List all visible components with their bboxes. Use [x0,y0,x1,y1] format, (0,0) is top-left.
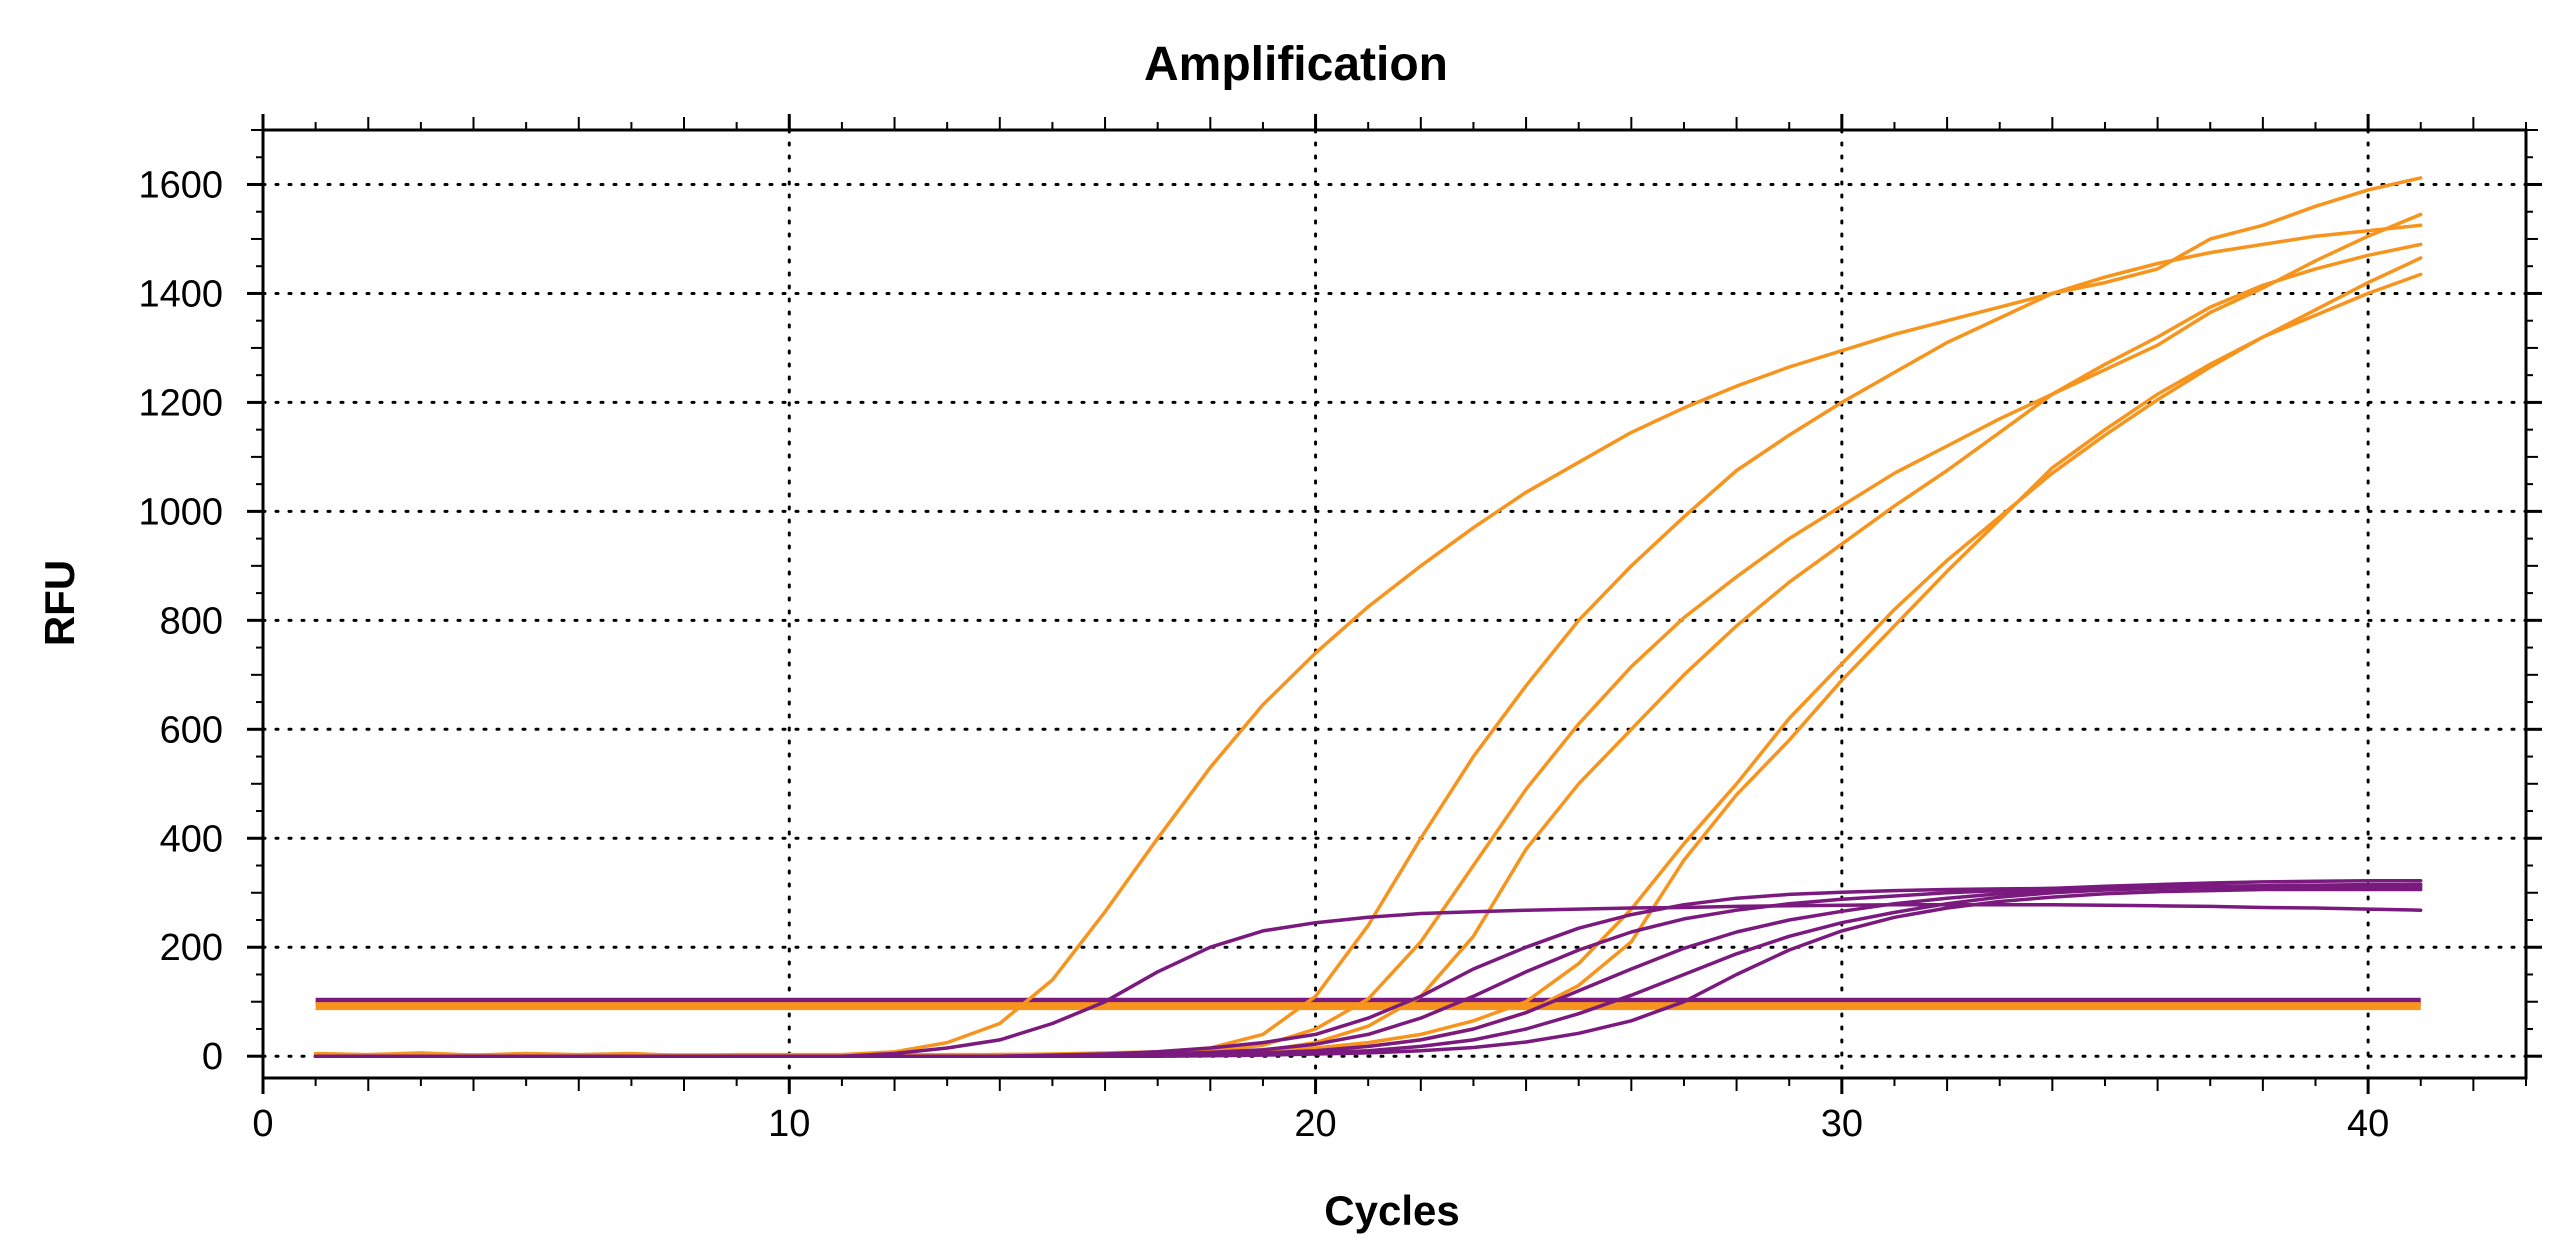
x-tick-label: 20 [1294,1103,1336,1145]
y-tick-label: 1600 [138,164,223,206]
axes [247,114,2542,1094]
y-tick-label: 400 [160,818,223,860]
y-tick-label: 600 [160,709,223,751]
chart-title: Amplification [1144,38,1448,91]
x-tick-label: 40 [2347,1103,2389,1145]
plot-frame [261,128,2528,1080]
x-tick-label: 10 [768,1103,810,1145]
y-tick-label: 200 [160,927,223,969]
y-tick-label: 1200 [138,382,223,424]
threshold-lines [315,997,2421,1011]
y-tick-label: 1400 [138,273,223,315]
series-lines [313,176,2423,1058]
gridlines [261,128,2528,1080]
x-tick-label: 0 [252,1103,273,1145]
y-tick-label: 0 [202,1036,223,1078]
x-tick-label: 30 [1821,1103,1863,1145]
x-axis-label: Cycles [1324,1187,1459,1234]
y-tick-label: 800 [160,600,223,642]
series-line-12 [313,887,2423,1058]
y-tick-label: 1000 [138,491,223,533]
y-axis-label: RFU [36,560,83,646]
